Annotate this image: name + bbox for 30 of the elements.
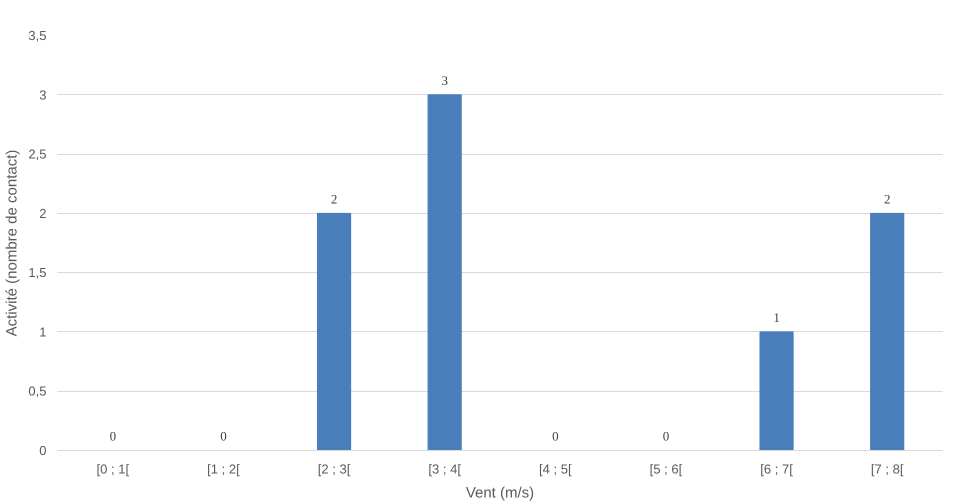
y-tick-label: 0,5 <box>28 384 47 399</box>
data-label: 2 <box>330 191 338 206</box>
x-tick-label: [4 ; 5[ <box>539 462 572 476</box>
data-label: 0 <box>220 428 227 444</box>
data-label: 2 <box>884 191 890 206</box>
data-label: 1 <box>773 310 780 325</box>
y-tick-label: 2,5 <box>28 146 47 162</box>
bar <box>316 212 352 450</box>
y-tick-label: 1 <box>39 324 47 340</box>
bar <box>428 94 462 450</box>
x-tick-label: [3 ; 4[ <box>428 462 462 476</box>
x-tick-label: [7 ; 8[ <box>870 462 904 476</box>
data-label: 0 <box>552 428 559 444</box>
x-tick-label: [2 ; 3[ <box>318 462 351 476</box>
bar <box>870 212 904 450</box>
y-tick-label: 3,5 <box>28 28 47 43</box>
x-axis-title: Vent (m/s) <box>466 484 534 502</box>
y-tick-label: 2 <box>39 206 47 221</box>
x-tick-label: [1 ; 2[ <box>207 462 240 476</box>
y-tick-label: 0 <box>39 443 47 458</box>
x-tick-label: [0 ; 1[ <box>96 462 130 476</box>
bar <box>759 331 794 450</box>
y-axis-title: Activité (nombre de contact) <box>3 150 20 336</box>
y-tick-label: 3 <box>39 87 47 102</box>
data-label: 3 <box>441 72 448 88</box>
x-tick-label: [6 ; 7[ <box>760 462 794 476</box>
x-tick-label: [5 ; 6[ <box>650 462 683 476</box>
y-tick-label: 1,5 <box>28 265 47 280</box>
data-label: 0 <box>662 428 670 444</box>
data-label: 0 <box>110 428 116 444</box>
